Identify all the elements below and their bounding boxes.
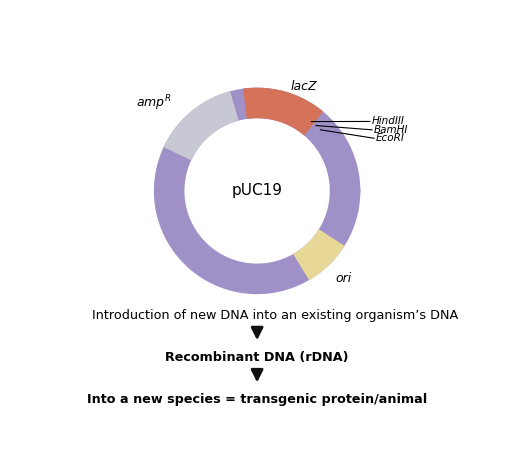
Text: EcoRI: EcoRI <box>376 133 405 143</box>
Text: pUC19: pUC19 <box>232 183 283 198</box>
Text: Introduction of new DNA into an existing organism’s DNA: Introduction of new DNA into an existing… <box>92 309 458 322</box>
Text: ori: ori <box>336 272 352 285</box>
Text: BamHI: BamHI <box>374 125 408 135</box>
Text: $amp^R$: $amp^R$ <box>136 93 172 113</box>
Text: lacZ: lacZ <box>291 80 317 93</box>
Text: Recombinant DNA (rDNA): Recombinant DNA (rDNA) <box>165 351 349 364</box>
Text: HindIII: HindIII <box>372 117 405 127</box>
Text: Into a new species = transgenic protein/animal: Into a new species = transgenic protein/… <box>87 393 427 407</box>
